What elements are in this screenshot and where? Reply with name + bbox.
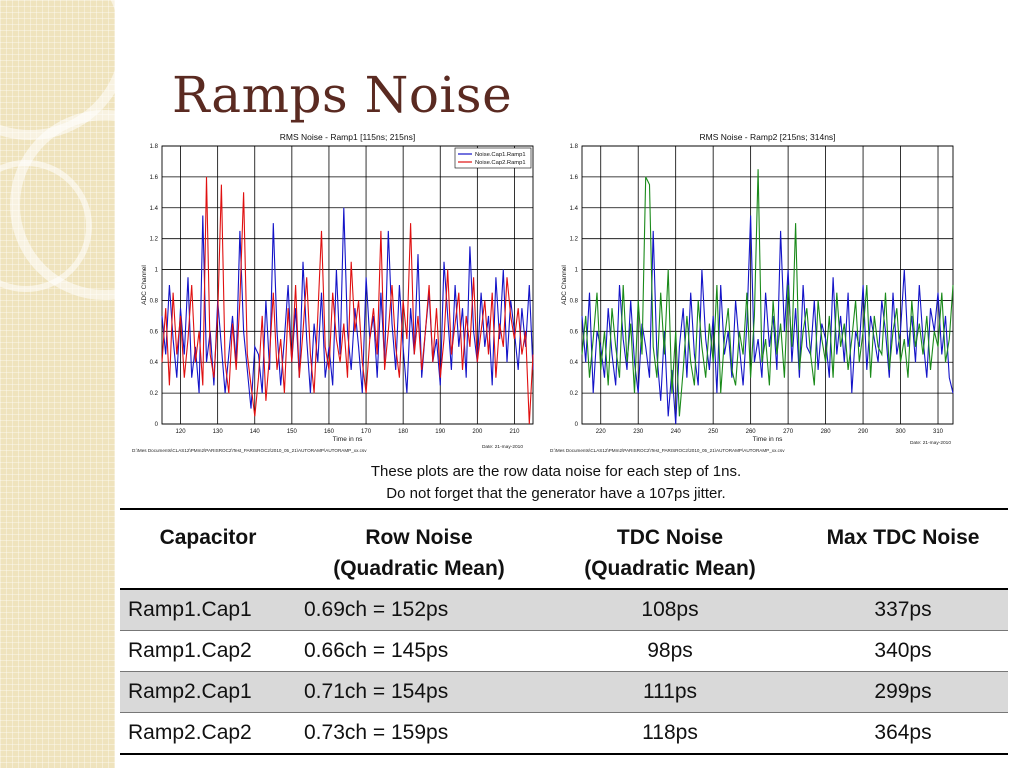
x-tick-label: 160	[324, 429, 335, 435]
table-cell-tdc-noise: 108ps	[542, 589, 798, 631]
header-line: (Quadratic Mean)	[333, 557, 505, 580]
y-tick-label: 1.2	[150, 237, 159, 243]
table-cell-tdc-noise: 118ps	[542, 712, 798, 755]
header-line: Capacitor	[159, 526, 257, 549]
table-cell-row-noise: 0.69ch = 152ps	[296, 589, 542, 631]
y-tick-label: 1.4	[150, 206, 159, 212]
table-cell-tdc-noise: 111ps	[542, 671, 798, 713]
x-tick-label: 260	[746, 429, 757, 435]
x-tick-label: 180	[398, 429, 409, 435]
header-row-noise: Row Noise (Quadratic Mean)	[296, 509, 542, 589]
x-tick-label: 290	[858, 429, 869, 435]
y-axis-label: ADC Channel	[561, 265, 568, 305]
y-tick-label: 1.6	[570, 175, 579, 181]
header-line: (Quadratic Mean)	[584, 557, 756, 580]
y-tick-label: 0.4	[150, 360, 159, 366]
y-tick-label: 0.6	[570, 329, 579, 335]
chart-footer-date: Date: 21-may-2010	[910, 440, 951, 446]
table-header-row: Capacitor Row Noise (Quadratic Mean) TDC …	[120, 509, 1008, 589]
x-tick-label: 210	[509, 429, 520, 435]
plot-frame	[161, 145, 534, 425]
x-tick-label: 310	[933, 429, 944, 435]
table-cell-max-tdc-noise: 299ps	[798, 671, 1008, 713]
x-tick-label: 130	[213, 429, 224, 435]
y-tick-label: 0.6	[150, 329, 159, 335]
series-line-1	[161, 176, 534, 425]
slide-title: Ramps Noise	[172, 66, 513, 124]
table-cell-capacitor: Ramp2.Cap1	[120, 671, 296, 713]
x-tick-label: 230	[633, 429, 644, 435]
legend-box	[454, 147, 532, 169]
x-tick-label: 240	[671, 429, 682, 435]
table-cell-max-tdc-noise: 340ps	[798, 630, 1008, 672]
x-tick-label: 220	[596, 429, 607, 435]
x-axis-label: Time in ns	[333, 436, 363, 443]
x-tick-label: 280	[821, 429, 832, 435]
x-tick-label: 190	[435, 429, 446, 435]
legend-entry: Noise.Cap2.Ramp1	[475, 160, 526, 166]
table-cell-capacitor: Ramp1.Cap2	[120, 630, 296, 672]
series-line-0	[161, 207, 534, 409]
y-tick-label: 0.8	[570, 298, 579, 304]
y-tick-label: 1	[155, 268, 159, 274]
table-cell-capacitor: Ramp2.Cap2	[120, 712, 296, 755]
plot-frame	[581, 145, 954, 425]
y-tick-label: 1	[575, 268, 579, 274]
chart-footer-path: D:\Mes Documents\CLAS12\PMm2\PARISROC2\T…	[550, 448, 785, 453]
table-row: Ramp2.Cap2 0.73ch = 159ps 118ps 364ps	[120, 712, 1008, 755]
y-tick-label: 1.8	[570, 144, 579, 150]
x-tick-label: 170	[361, 429, 372, 435]
y-tick-label: 0.8	[150, 298, 159, 304]
y-tick-label: 1.8	[150, 144, 159, 150]
y-axis-label: ADC Channel	[141, 265, 148, 305]
y-tick-label: 1.6	[150, 175, 159, 181]
header-line: TDC Noise	[616, 526, 724, 549]
header-tdc-noise: TDC Noise (Quadratic Mean)	[542, 509, 798, 589]
x-axis-label: Time in ns	[753, 436, 783, 443]
x-tick-label: 300	[896, 429, 907, 435]
chart-footer-path: D:\Mes Documents\CLAS12\PMm2\PARISROC2\T…	[132, 448, 367, 453]
header-line: Row Noise	[365, 526, 473, 549]
caption-line-1: These plots are the row data noise for e…	[370, 463, 742, 480]
chart-title: RMS Noise - Ramp1 [115ns; 215ns]	[280, 132, 415, 142]
y-tick-label: 0	[575, 422, 579, 428]
y-tick-label: 0.4	[570, 360, 579, 366]
header-max-tdc-noise: Max TDC Noise	[798, 509, 1008, 589]
table-cell-max-tdc-noise: 364ps	[798, 712, 1008, 755]
x-tick-label: 270	[783, 429, 794, 435]
table-cell-row-noise: 0.71ch = 154ps	[296, 671, 542, 713]
table-cell-row-noise: 0.66ch = 145ps	[296, 630, 542, 672]
caption-line-2: Do not forget that the generator have a …	[386, 485, 726, 502]
table-row: Ramp1.Cap2 0.66ch = 145ps 98ps 340ps	[120, 630, 1008, 672]
x-tick-label: 200	[472, 429, 483, 435]
x-tick-label: 140	[250, 429, 261, 435]
y-tick-label: 0.2	[570, 391, 579, 397]
x-tick-label: 150	[287, 429, 298, 435]
table-cell-row-noise: 0.73ch = 159ps	[296, 712, 542, 755]
legend-entry: Noise.Cap1.Ramp1	[475, 152, 526, 158]
table-row: Ramp1.Cap1 0.69ch = 152ps 108ps 337ps	[120, 589, 1008, 631]
chart-footer-date: Date: 21-may-2010	[482, 444, 523, 450]
noise-summary-table: Capacitor Row Noise (Quadratic Mean) TDC …	[120, 508, 1008, 755]
decorative-sidebar	[0, 0, 115, 768]
table-cell-max-tdc-noise: 337ps	[798, 589, 1008, 631]
x-tick-label: 250	[708, 429, 719, 435]
header-line: Max TDC Noise	[826, 526, 980, 549]
y-tick-label: 1.4	[570, 206, 579, 212]
ramp1-noise-chart: RMS Noise - Ramp1 [115ns; 215ns] 0 0.2 0.4 0…	[132, 132, 534, 453]
table-row: Ramp2.Cap1 0.71ch = 154ps 111ps 299ps	[120, 671, 1008, 713]
chart-title: RMS Noise - Ramp2 [215ns; 314ns]	[699, 132, 835, 142]
x-tick-label: 120	[176, 429, 187, 435]
table-cell-tdc-noise: 98ps	[542, 630, 798, 672]
y-tick-label: 0	[155, 422, 159, 428]
y-tick-label: 0.2	[150, 391, 159, 397]
series-line-1	[581, 169, 954, 417]
y-tick-label: 1.2	[570, 237, 579, 243]
table-cell-capacitor: Ramp1.Cap1	[120, 589, 296, 631]
ramp2-noise-chart: RMS Noise - Ramp2 [215ns; 314ns] 0 0.2 0.4 0…	[550, 132, 954, 453]
series-line-0	[581, 215, 954, 425]
header-capacitor: Capacitor	[120, 509, 296, 589]
